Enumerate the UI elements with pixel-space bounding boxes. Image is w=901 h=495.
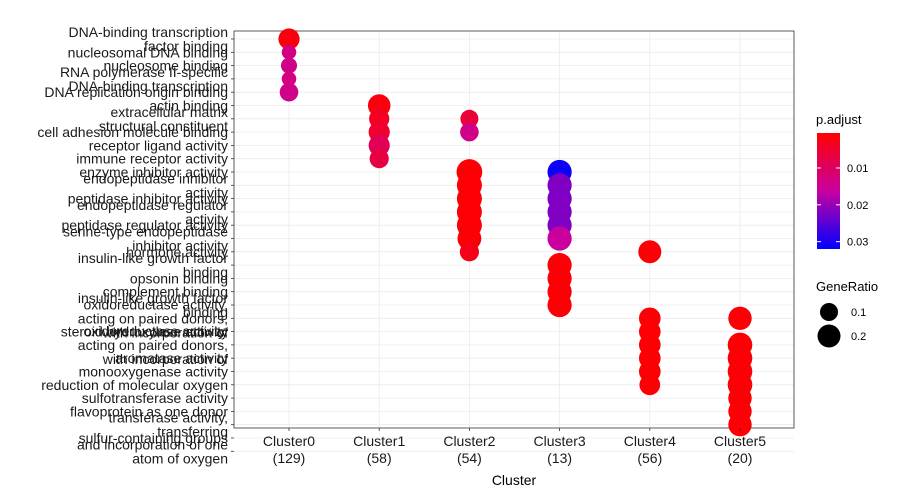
y-tick-label: nucleosomal DNA binding (68, 44, 228, 60)
data-point (728, 306, 752, 331)
color-legend-tick-label: 0.03 (847, 237, 868, 249)
x-axis-labels: Cluster0 (129) Cluster1 (58) Cluster2 (54) Clu… (263, 428, 766, 466)
data-point (547, 226, 572, 251)
data-point (460, 109, 479, 128)
y-axis-labels: DNA-binding transcription factor bindingn… (37, 24, 234, 466)
x-tick-label: Cluster5 (20) (714, 433, 766, 466)
y-tick-label: and incorporation of one atom of oxygen (77, 436, 228, 466)
data-point (638, 240, 662, 264)
data-point (369, 149, 389, 169)
y-tick-label: serine-type endopeptidase inhibitor activ… (63, 224, 228, 254)
plot-panel-border (233, 30, 795, 429)
size-legend-label: 0.2 (851, 331, 866, 343)
size-legend: GeneRatio 0.1 0.2 (816, 279, 878, 348)
size-legend-label: 0.1 (851, 307, 866, 319)
y-tick-label: DNA-binding transcription factor binding (68, 24, 228, 54)
y-tick-label: opsonin binding (130, 270, 228, 286)
size-legend-dot (819, 302, 839, 322)
y-tick-label: immune receptor activity (76, 151, 228, 167)
y-tick-label: actin binding (149, 98, 228, 114)
size-legend-title: GeneRatio (816, 279, 878, 294)
y-tick-label: nucleosome binding (103, 58, 228, 74)
y-tick-label: steroid hydroxylase activity (61, 324, 228, 340)
y-tick-label: hormone activity (126, 244, 228, 260)
x-tick-label: Cluster3 (13) (534, 433, 586, 466)
y-tick-label: complement binding (103, 284, 228, 300)
data-point (280, 57, 298, 74)
x-tick-label: Cluster2 (54) (443, 433, 495, 466)
color-legend: p.adjust 0.01 0.02 0.03 (816, 112, 868, 249)
x-tick-label: Cluster1 (58) (353, 433, 405, 466)
y-tick-label: peptidase inhibitor activity (68, 191, 228, 207)
x-tick-label: Cluster4 (56) (624, 433, 676, 466)
data-points (278, 28, 753, 437)
data-point (547, 292, 572, 318)
y-tick-label: endopeptidase inhibitor activity (83, 170, 228, 200)
y-tick-label: aromatase activity (115, 350, 228, 366)
y-tick-label: peptidase regulator activity (61, 217, 228, 233)
y-tick-label: oxidoreductase activity, acting on paired… (78, 323, 228, 367)
y-tick-label: endopeptidase regulator activity (77, 197, 228, 227)
y-tick-label: transferase activity, transferring (108, 410, 228, 440)
y-tick-label: reduction of molecular oxygen (41, 377, 228, 393)
color-legend-tick-label: 0.01 (847, 163, 868, 175)
data-point (728, 412, 752, 437)
y-tick-label: RNA polymerase II-specific DNA-binding tr… (60, 64, 228, 94)
y-tick-label: enzyme inhibitor activity (79, 164, 228, 180)
data-point (460, 122, 479, 142)
color-legend-tick-label: 0.02 (847, 200, 868, 212)
data-point (639, 374, 661, 396)
y-tick-label: oxidoreductase activity, acting on paired… (78, 296, 228, 340)
y-tick-label: receptor ligand activity (89, 137, 228, 153)
data-point (281, 71, 297, 87)
data-point (279, 82, 299, 102)
y-tick-label: flavoprotein as one donor (70, 403, 228, 419)
y-tick-label: cell adhesion molecule binding (37, 124, 228, 140)
y-tick-label: monooxygenase activity (79, 364, 228, 380)
y-tick-label: sulfur-containing groups (79, 430, 228, 446)
grid-lines (234, 31, 794, 452)
y-tick-label: DNA replication origin binding (44, 84, 228, 100)
data-point (281, 45, 297, 60)
data-point (278, 28, 300, 50)
y-tick-label: extracellular matrix structural constitue… (99, 104, 228, 134)
y-tick-label: insulin-like growth factor binding (78, 250, 229, 280)
y-tick-label: insulin-like growth factor binding (78, 290, 229, 320)
size-legend-items: 0.1 0.2 (817, 302, 866, 348)
color-legend-ticks: 0.01 0.02 0.03 (817, 163, 868, 249)
color-legend-title: p.adjust (816, 112, 862, 127)
size-legend-dot (817, 324, 841, 348)
data-point (459, 242, 479, 262)
x-axis-title: Cluster (492, 472, 537, 488)
data-point (368, 134, 390, 156)
x-tick-label: Cluster0 (129) (263, 433, 315, 466)
y-tick-label: sulfotransferase activity (82, 390, 228, 406)
color-legend-bar (817, 133, 840, 249)
